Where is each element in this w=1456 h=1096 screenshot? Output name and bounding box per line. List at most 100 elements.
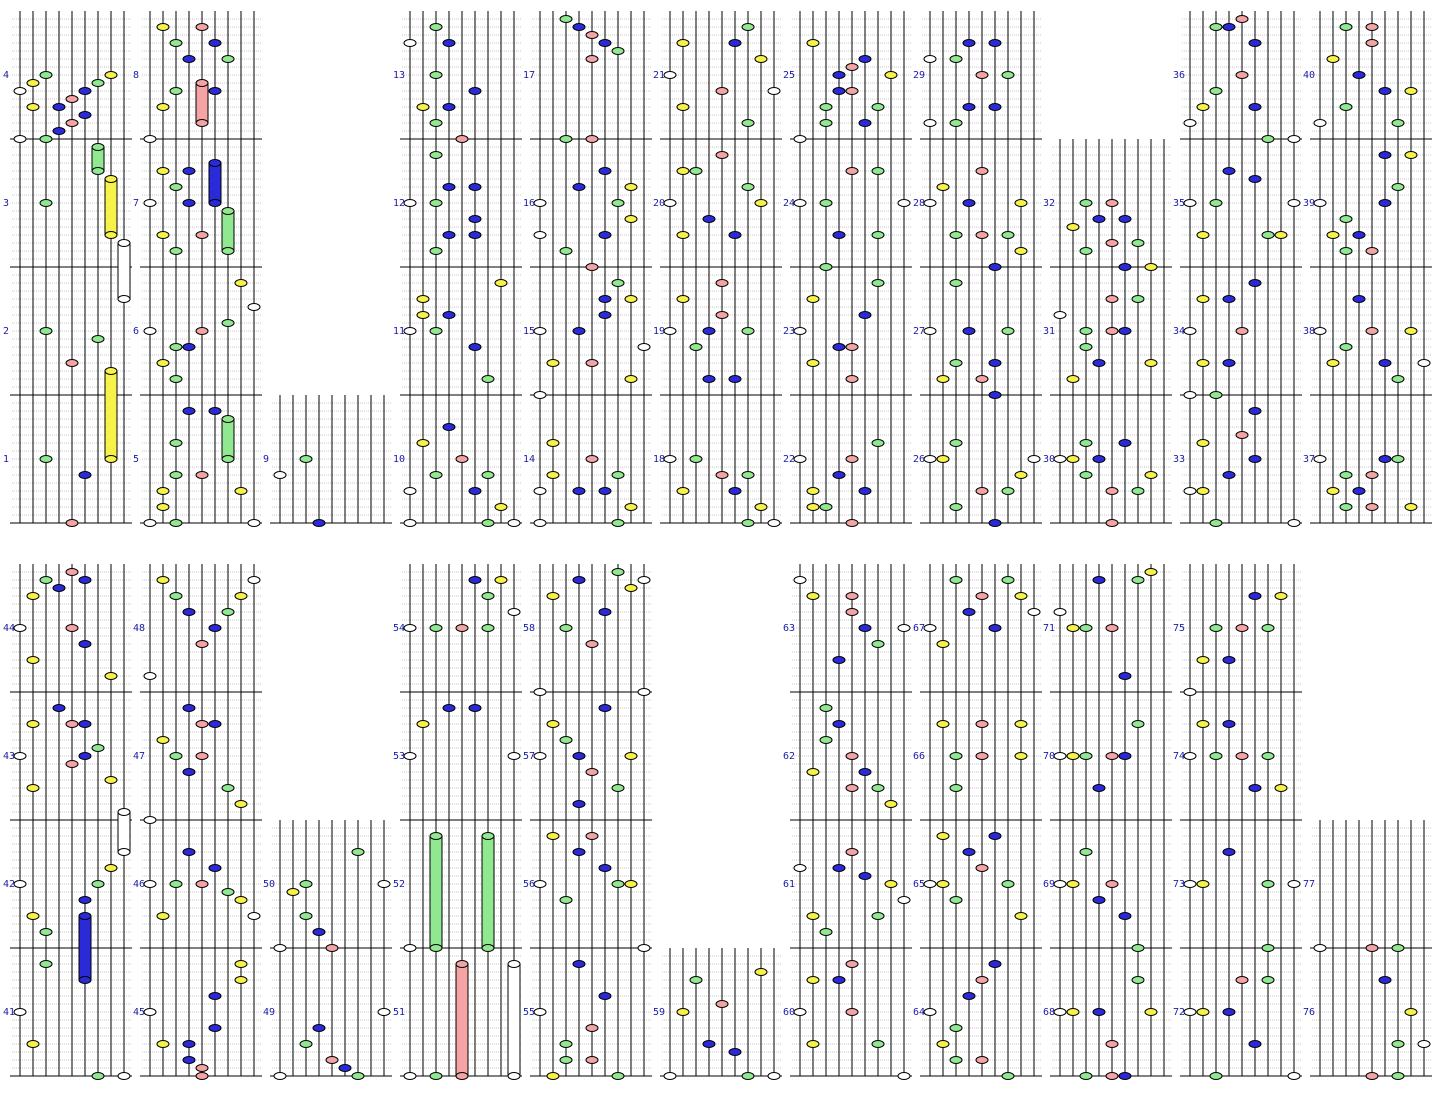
measure-number: 27: [913, 326, 925, 337]
long-note-end: [221, 415, 235, 423]
note: [1079, 624, 1093, 632]
note: [1261, 944, 1275, 952]
note: [143, 816, 157, 824]
note: [1092, 1008, 1106, 1016]
note: [741, 519, 755, 527]
long-note: [104, 178, 118, 236]
note: [871, 103, 885, 111]
note: [1378, 455, 1392, 463]
measure-number: 47: [133, 751, 145, 762]
note: [1287, 135, 1301, 143]
note: [975, 231, 989, 239]
measure-number: 69: [1043, 879, 1055, 890]
note: [1105, 199, 1119, 207]
note: [247, 519, 261, 527]
note: [715, 87, 729, 95]
measure-number: 12: [393, 198, 405, 209]
note: [234, 279, 248, 287]
note: [143, 135, 157, 143]
note: [1066, 1008, 1080, 1016]
note: [832, 87, 846, 95]
note: [923, 327, 937, 335]
note: [1235, 431, 1249, 439]
note: [819, 199, 833, 207]
note: [1326, 55, 1340, 63]
long-note-end: [91, 143, 105, 151]
note: [949, 752, 963, 760]
note: [325, 1056, 339, 1064]
note: [1378, 151, 1392, 159]
note: [234, 896, 248, 904]
note: [715, 151, 729, 159]
note: [65, 119, 79, 127]
note: [988, 263, 1002, 271]
note: [715, 471, 729, 479]
note: [429, 119, 443, 127]
note: [897, 896, 911, 904]
note: [65, 359, 79, 367]
measure-number: 57: [523, 751, 535, 762]
measure-number: 49: [263, 1007, 275, 1018]
note: [624, 295, 638, 303]
note: [1352, 295, 1366, 303]
note: [104, 231, 118, 239]
note: [468, 183, 482, 191]
note: [1144, 263, 1158, 271]
note: [13, 880, 27, 888]
note: [1053, 752, 1067, 760]
measure-number: 21: [653, 70, 665, 81]
note: [169, 375, 183, 383]
note: [481, 944, 495, 952]
note: [1014, 752, 1028, 760]
note: [624, 880, 638, 888]
note: [936, 720, 950, 728]
note: [988, 39, 1002, 47]
note: [208, 199, 222, 207]
long-note: [221, 418, 235, 460]
note: [676, 231, 690, 239]
note: [156, 912, 170, 920]
note: [637, 944, 651, 952]
note: [806, 295, 820, 303]
note: [533, 487, 547, 495]
note: [858, 487, 872, 495]
note: [1183, 487, 1197, 495]
note: [845, 63, 859, 71]
note: [884, 800, 898, 808]
note: [468, 487, 482, 495]
note: [1001, 231, 1015, 239]
note: [1352, 231, 1366, 239]
long-note-end: [117, 239, 131, 247]
note: [1391, 1040, 1405, 1048]
note: [1287, 519, 1301, 527]
note: [195, 471, 209, 479]
note: [429, 151, 443, 159]
note: [975, 864, 989, 872]
note: [676, 295, 690, 303]
measure-number: 68: [1043, 1007, 1055, 1018]
long-note: [195, 82, 209, 124]
note: [975, 752, 989, 760]
note: [962, 103, 976, 111]
measure-number: 72: [1173, 1007, 1185, 1018]
note: [1248, 1040, 1262, 1048]
note: [533, 752, 547, 760]
note: [403, 1072, 417, 1080]
note: [1248, 39, 1262, 47]
note: [988, 391, 1002, 399]
note: [897, 199, 911, 207]
note: [845, 592, 859, 600]
note: [1131, 487, 1145, 495]
note: [1079, 327, 1093, 335]
note: [455, 1072, 469, 1080]
measure-number: 51: [393, 1007, 405, 1018]
note: [182, 704, 196, 712]
note: [1092, 215, 1106, 223]
measure-number: 13: [393, 70, 405, 81]
note: [1144, 471, 1158, 479]
long-note: [117, 242, 131, 300]
long-note: [78, 915, 92, 981]
note: [1183, 688, 1197, 696]
long-note-end: [117, 808, 131, 816]
note: [273, 471, 287, 479]
